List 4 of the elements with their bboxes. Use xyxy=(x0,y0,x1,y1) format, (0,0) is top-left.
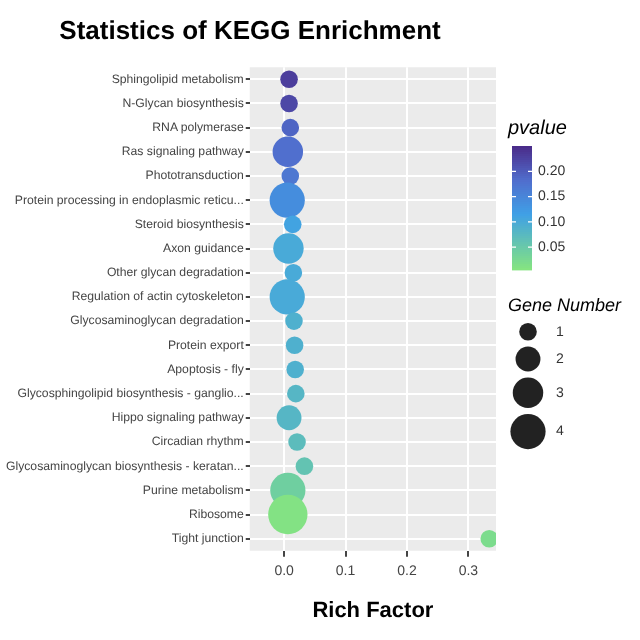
x-axis-title: Rich Factor xyxy=(312,598,435,623)
chart-title: Statistics of KEGG Enrichment xyxy=(59,14,443,45)
color-bar-title: pvalue xyxy=(506,117,568,140)
legend-title: Gene Number xyxy=(508,295,624,315)
